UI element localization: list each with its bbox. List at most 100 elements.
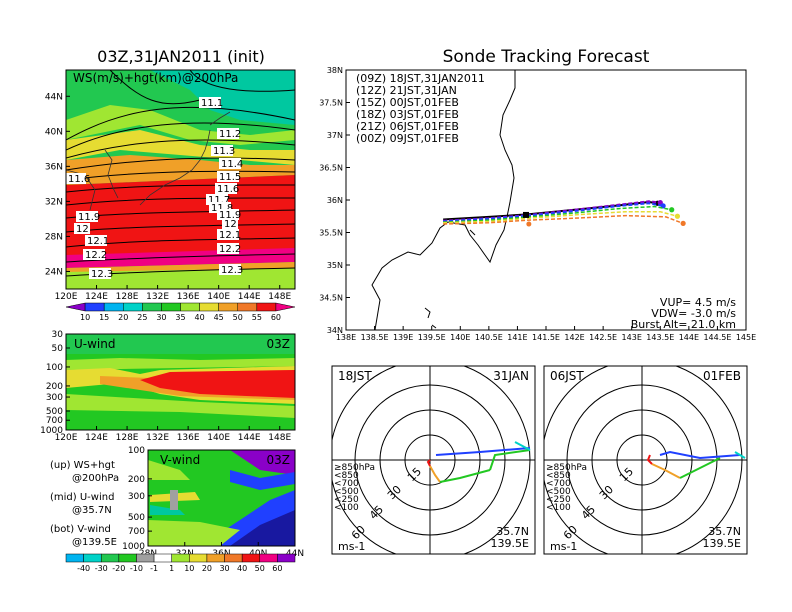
annotation-burst: Burst Alt= 21.0 km: [631, 318, 736, 331]
hodo1-rings: [332, 366, 535, 554]
ws-colorbar-label: 20: [118, 313, 128, 322]
contour-label: 12.3: [91, 269, 113, 280]
track-x-tick-label: 145E: [736, 333, 756, 342]
hodo1-time: 18JST: [338, 369, 372, 383]
hodo1-legend: ≥850hPa<850<700<500<250<100: [334, 463, 375, 513]
u-wind-time: 03Z: [267, 337, 291, 351]
ws-x-tick-label: 136E: [177, 292, 200, 302]
track-x-ticks: 138E 138.5E 139E 139.5E 140E 140.5E 141E 141.5E…: [336, 326, 756, 342]
hodo1-loc-lon: 139.5E: [491, 537, 529, 550]
hodo-legend-entry: <100: [546, 503, 571, 513]
ws-y-ticks: 24N 28N 32N 36N 40N 44N: [45, 92, 70, 277]
ws-y-tick-label: 24N: [45, 267, 63, 277]
hodo2-loc-lon: 139.5E: [703, 537, 741, 550]
track-legend-entry: (12Z) 21JST,31JAN: [356, 84, 457, 97]
ws-x-tick-label: 148E: [268, 292, 291, 302]
track-x-tick-label: 139E: [393, 333, 413, 342]
hodo2-loc-lat: 35.7N: [708, 525, 741, 538]
v-colorbar-cell: [136, 553, 155, 563]
hodo-legend-entry: <500: [546, 487, 571, 497]
ws-y-tick-label: 44N: [45, 92, 63, 102]
ws-x-tick-label: 144E: [238, 292, 261, 302]
hodo-legend-entry: <700: [334, 479, 359, 489]
track-y-ticks: 34N 34.5N 35N 35.5N 36N 36.5N 37N 37.5N 38N: [319, 66, 350, 335]
v-colorbar-cell: [277, 553, 296, 563]
desc-mid-2: @35.7N: [72, 505, 112, 516]
ws-colorbar-cell: [218, 302, 238, 312]
ws-colorbar-label: 50: [233, 313, 243, 322]
track-legend-entry: (00Z) 09JST,01FEB: [356, 132, 459, 145]
v-colorbar-label: -30: [95, 564, 108, 573]
desc-bot-2: @139.5E: [72, 537, 117, 548]
track-y-tick-label: 36N: [327, 196, 343, 205]
track-series-line: [443, 202, 664, 223]
track-x-tick-label: 143E: [622, 333, 642, 342]
hodo1-unit: ms-1: [338, 540, 365, 553]
contour-label: 11.2: [219, 129, 241, 140]
track-legend-entry: (15Z) 00JST,01FEB: [356, 96, 459, 109]
track-legend-entry: (18Z) 03JST,01FEB: [356, 108, 459, 121]
track-x-tick-label: 142E: [564, 333, 584, 342]
ws-colorbar-cell: [103, 302, 124, 312]
track-x-tick-label: 138.5E: [361, 333, 389, 342]
track-x-tick-label: 139.5E: [418, 333, 446, 342]
ws-y-tick-label: 32N: [45, 197, 63, 207]
ws-colorbar-label: 10: [80, 313, 90, 322]
contour-label: 12.2: [219, 244, 241, 255]
v-colorbar-cell: [241, 553, 261, 563]
u-y-tick-label: 50: [52, 344, 64, 354]
track-bg: [346, 70, 746, 330]
ws-colorbar: 10 15 20 25 30 35 40 45 50 55 60: [65, 302, 296, 322]
ws-colorbar-cell: [256, 302, 277, 312]
u-x-tick-label: 120E: [55, 433, 78, 443]
ws-colorbar-cell: [65, 302, 86, 312]
track-y-tick-label: 37.5N: [319, 99, 343, 108]
hodo-legend-entry: ≥850hPa: [546, 463, 587, 473]
v-wind-time: 03Z: [267, 453, 291, 467]
contour-label: 12: [76, 224, 89, 235]
u-y-tick-label: 200: [46, 382, 63, 392]
v-y-tick-label: 200: [128, 475, 145, 485]
track-x-tick-label: 142.5E: [589, 333, 617, 342]
contour-label: 12: [224, 219, 237, 230]
ws-x-ticks: 120E 124E 128E 132E 136E 140E 144E 148E: [55, 285, 291, 302]
track-y-tick-label: 34.5N: [319, 294, 343, 303]
ws-colorbar-cell: [84, 302, 105, 312]
contour-label: 11.7: [208, 195, 230, 206]
contour-label: 11.3: [213, 146, 235, 157]
u-y-tick-label: 1000: [40, 426, 63, 436]
contour-label: 12.3: [221, 265, 243, 276]
u-wind-frame: [65, 333, 296, 431]
hodo1-date: 31JAN: [493, 369, 529, 383]
ws-colorbar-label: 60: [271, 313, 281, 322]
v-colorbar-cell: [189, 553, 208, 563]
desc-up-2: @200hPa: [72, 473, 119, 484]
v-y-tick-label: 100: [128, 446, 145, 456]
u-wind-title: U-wind: [74, 337, 115, 351]
v-y-tick-label: 300: [128, 492, 145, 502]
ws-x-tick-label: 132E: [146, 292, 169, 302]
hodo-legend-entry: <850: [334, 471, 359, 481]
u-x-tick-label: 148E: [268, 433, 291, 443]
ws-colorbar-cell: [161, 302, 181, 312]
ws-x-tick-label: 140E: [207, 292, 230, 302]
track-y-tick-label: 37N: [327, 131, 343, 140]
contour-label: 11.6: [217, 184, 239, 195]
track-start-marker: [523, 211, 529, 218]
hodo-legend-entry: <500: [334, 487, 359, 497]
contour-label: 11.1: [201, 98, 223, 109]
track-x-tick-label: 140.5E: [475, 333, 503, 342]
annotation-vdw: VDW= -3.0 m/s: [651, 307, 736, 320]
track-y-tick-label: 35.5N: [319, 229, 343, 238]
ws-panel-label: WS(m/s)+hgt(km)@200hPa: [73, 71, 238, 85]
u-x-tick-label: 140E: [207, 433, 230, 443]
v-colorbar-cell: [171, 553, 190, 563]
v-colorbar-cell: [153, 553, 172, 563]
v-colorbar-label: 20: [202, 564, 212, 573]
ws-frame: [65, 69, 296, 290]
u-wind-heatmap: [66, 334, 295, 430]
track-x-tick-label: 143.5E: [646, 333, 674, 342]
v-colorbar-label: 40: [237, 564, 247, 573]
ws-colorbar-label: 35: [175, 313, 185, 322]
